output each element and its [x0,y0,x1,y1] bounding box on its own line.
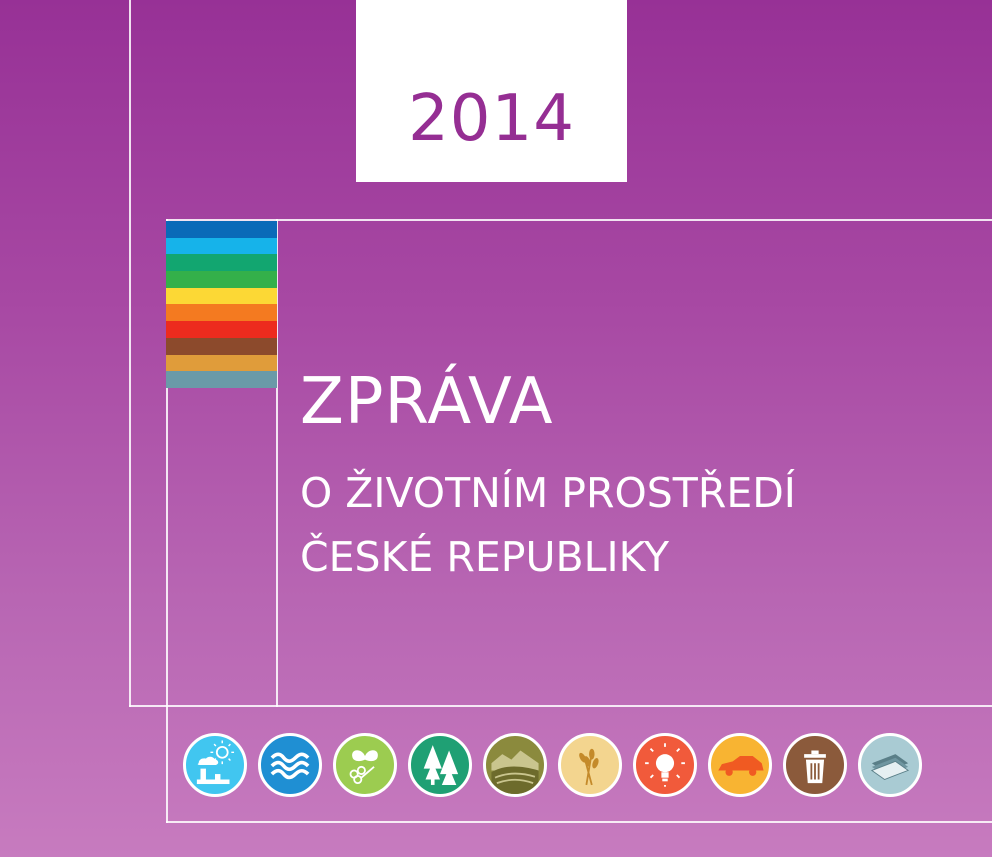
inner-frame-divider-line [276,219,278,707]
stripe-5 [166,287,277,305]
stripe-8 [166,337,277,355]
stripe-7 [166,321,277,338]
title-main: ZPRÁVA [300,365,554,439]
stripe-1 [166,221,277,238]
energy-bulb-icon [633,733,697,797]
stripe-9 [166,354,277,372]
stripe-6 [166,304,277,322]
transport-car-icon [708,733,772,797]
stripe-3 [166,254,277,272]
frame-left-line [129,0,131,707]
year-text: 2014 [408,82,575,156]
economy-money-icon [858,733,922,797]
title-line-3: ČESKÉ REPUBLIKY [300,533,670,581]
title-line-2: O ŽIVOTNÍM PROSTŘEDÍ [300,469,796,517]
inner-frame-top-line [166,219,992,221]
stripe-2 [166,237,277,255]
forest-trees-icon [408,733,472,797]
color-stripes [166,221,277,388]
air-industry-icon [183,733,247,797]
nature-butterfly-icon [333,733,397,797]
year-box: 2014 [356,0,627,182]
frame-bottom-line [129,705,992,707]
stripe-10 [166,371,277,388]
waste-bin-icon [783,733,847,797]
icons-frame-bottom-line [166,821,992,823]
stripe-4 [166,271,277,288]
inner-frame-left-line [166,219,168,823]
landscape-hills-icon [483,733,547,797]
water-waves-icon [258,733,322,797]
agriculture-wheat-icon [558,733,622,797]
